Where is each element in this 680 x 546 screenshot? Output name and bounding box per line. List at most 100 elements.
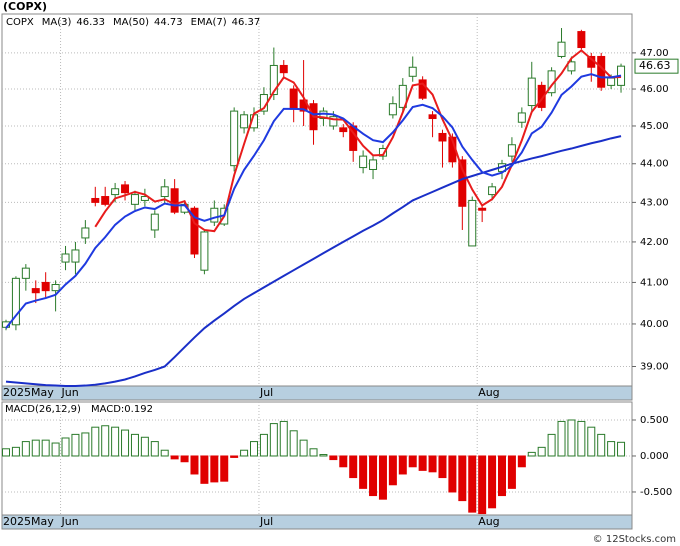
histogram-bar — [438, 455, 447, 479]
candle-body — [468, 199, 477, 247]
histogram-bar — [160, 449, 169, 457]
histogram-bar — [507, 455, 516, 489]
legend-name: EMA(7) — [191, 17, 227, 28]
histogram-bar — [130, 433, 139, 457]
histogram-bar — [468, 455, 477, 513]
candle-body — [478, 207, 487, 211]
x-tick-label: Aug — [478, 515, 499, 528]
candle-body — [31, 288, 40, 294]
histogram-bar — [398, 455, 407, 475]
candle-body — [121, 184, 130, 194]
histogram-bar — [111, 426, 120, 457]
histogram-bar — [210, 455, 219, 483]
price-date-band — [1, 385, 633, 401]
histogram-bar — [428, 455, 437, 473]
histogram-bar — [369, 455, 378, 497]
histogram-bar — [577, 420, 586, 457]
histogram-bar — [537, 446, 546, 457]
histogram-bar — [240, 449, 249, 457]
histogram-bar — [319, 454, 328, 457]
histogram-bar — [81, 432, 90, 457]
legend-label: MACD(26,12,9) — [5, 404, 81, 415]
histogram-bar — [101, 425, 110, 457]
last-price-label: 46.63 — [639, 59, 671, 72]
candle-body — [150, 213, 159, 231]
candle-body — [11, 277, 20, 326]
histogram-bar — [547, 433, 556, 457]
candle-body — [517, 112, 526, 123]
candle-body — [41, 281, 50, 292]
candle-body — [140, 196, 149, 201]
legend-value: 46.33 — [76, 17, 105, 28]
histogram-bar — [11, 446, 20, 457]
x-tick-label: Jun — [61, 386, 79, 399]
histogram-bar — [378, 455, 387, 500]
candle-body — [210, 207, 219, 223]
histogram-bar — [587, 426, 596, 457]
histogram-bar — [279, 420, 288, 457]
x-tick-label: Jul — [259, 386, 273, 399]
legend-value: MACD:0.192 — [91, 404, 153, 415]
x-tick-label: Jun — [61, 515, 79, 528]
histogram-bar — [51, 442, 60, 457]
histogram-bar — [359, 455, 368, 489]
histogram-bar — [567, 419, 576, 457]
y-tick-label: 46.00 — [640, 84, 669, 95]
legend-label: COPX — [6, 17, 34, 28]
y-tick-label: 42.00 — [640, 237, 669, 248]
histogram-bar — [299, 439, 308, 457]
candle-body — [378, 148, 387, 157]
y-tick-label: 0.000 — [640, 451, 669, 462]
histogram-bar — [71, 433, 80, 457]
y-tick-label: 0.500 — [640, 415, 669, 426]
histogram-bar — [329, 455, 338, 461]
candle-body — [190, 207, 199, 255]
histogram-bar — [190, 455, 199, 475]
moving-average-line — [5, 73, 622, 329]
y-tick-label: 41.00 — [640, 277, 669, 288]
histogram-bar — [607, 441, 616, 457]
candle-body — [170, 188, 179, 213]
histogram-bar — [388, 455, 397, 486]
x-tick-label: 2025May — [3, 515, 54, 528]
x-tick-label: Aug — [478, 386, 499, 399]
x-tick-label: 2025May — [3, 386, 54, 399]
histogram-bar — [488, 455, 497, 509]
histogram-bar — [31, 439, 40, 457]
histogram-bar — [498, 455, 506, 497]
histogram-bar — [289, 430, 298, 457]
candle-body — [369, 159, 378, 170]
histogram-bar — [41, 439, 50, 457]
candle-body — [329, 116, 338, 127]
histogram-bar — [309, 448, 318, 457]
histogram-bar — [408, 455, 417, 468]
candle-body — [418, 79, 427, 99]
histogram-bar — [2, 448, 10, 457]
histogram-bar — [220, 455, 229, 482]
candle-body — [408, 66, 417, 77]
candle-body — [61, 253, 70, 263]
histogram-bar — [458, 455, 467, 502]
candle-body — [339, 127, 348, 133]
candle-body — [398, 84, 407, 108]
moving-average-line — [5, 135, 622, 387]
histogram-bar — [478, 455, 487, 515]
legend-value: 44.73 — [154, 17, 183, 28]
candle-body — [577, 31, 586, 49]
histogram-bar — [259, 433, 268, 457]
histogram-bar — [349, 455, 358, 479]
histogram-bar — [121, 429, 130, 457]
candle-body — [597, 55, 606, 88]
histogram-bar — [339, 455, 348, 468]
histogram-bar — [448, 455, 457, 493]
candle-body — [289, 88, 298, 110]
y-tick-label: 40.00 — [640, 319, 669, 330]
candle-body — [160, 186, 169, 198]
histogram-bar — [269, 423, 278, 457]
candle-body — [81, 227, 90, 239]
watermark: © 12Stocks.com — [593, 534, 676, 545]
candle-body — [567, 61, 576, 72]
moving-average-line — [94, 49, 622, 233]
histogram-bar — [91, 426, 100, 457]
